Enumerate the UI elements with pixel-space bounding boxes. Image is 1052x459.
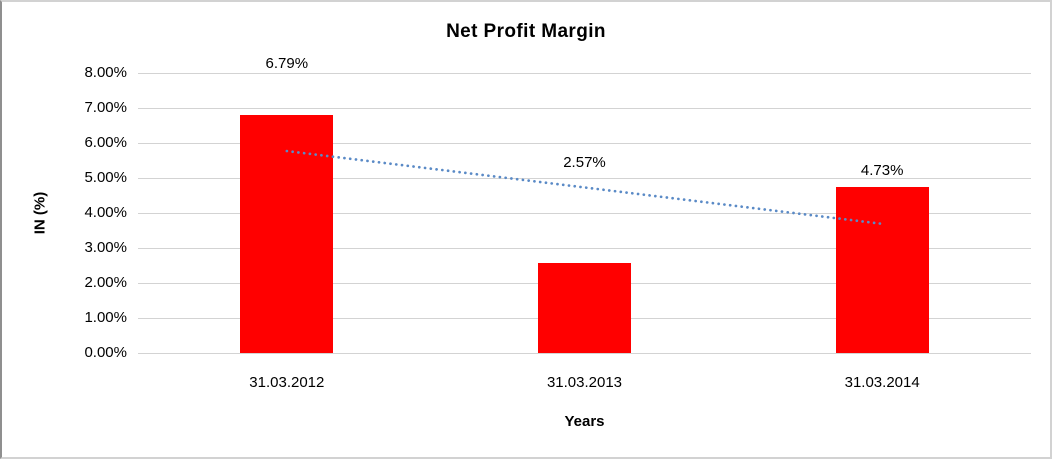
bar <box>538 263 631 353</box>
gridline <box>138 107 1031 109</box>
chart-title: Net Profit Margin <box>446 21 606 42</box>
bar <box>835 187 929 353</box>
x-axis-category-label: 31.03.2013 <box>546 374 623 391</box>
y-axis-tick-label: 6.00% <box>84 134 127 151</box>
y-axis-tick-label: 0.00% <box>84 344 127 361</box>
gridline <box>138 72 1031 74</box>
y-axis-tick-label: 7.00% <box>84 99 127 116</box>
bar-data-label: 2.57% <box>563 154 606 172</box>
y-axis-tick-label: 1.00% <box>84 309 127 326</box>
gridline <box>138 142 1031 144</box>
x-axis-category-label: 31.03.2014 <box>844 374 920 391</box>
bar <box>240 115 334 353</box>
y-axis-tick-label: 8.00% <box>84 64 127 81</box>
bar-data-label: 6.79% <box>265 54 309 72</box>
y-axis-tick-label: 4.00% <box>84 204 127 221</box>
x-axis-category-label: 31.03.2012 <box>249 374 325 391</box>
y-axis-tick-label: 2.00% <box>84 274 127 291</box>
y-axis-tick-label: 5.00% <box>84 169 127 186</box>
y-axis-tick-label: 3.00% <box>84 239 127 256</box>
x-axis-title: Years <box>564 413 605 430</box>
bar-data-label: 4.73% <box>860 161 904 179</box>
gridline <box>138 247 1031 249</box>
gridline <box>138 352 1031 354</box>
